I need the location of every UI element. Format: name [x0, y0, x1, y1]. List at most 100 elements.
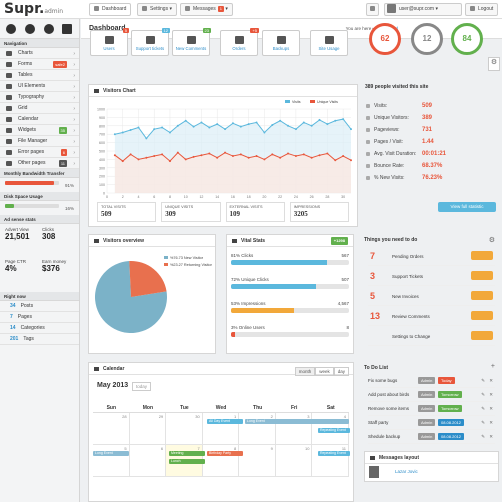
calendar-day-cell[interactable]: 8 — [202, 445, 240, 477]
settings-gear-icon[interactable]: ⚙ — [488, 57, 500, 71]
calendar-day-cell[interactable]: 28 — [93, 413, 130, 445]
data-point — [255, 155, 258, 158]
sidebar-item[interactable]: Error pages 6 › — [0, 147, 79, 158]
edit-icon[interactable]: ✎ — [481, 406, 485, 411]
things-action-button[interactable] — [471, 251, 493, 260]
dashboard-button[interactable]: Dashboard — [89, 3, 132, 16]
right-now-item[interactable]: 201 Tags — [0, 334, 79, 345]
things-row[interactable]: 5 New Invoices — [368, 288, 495, 306]
edit-icon[interactable]: ✎ — [481, 420, 485, 425]
calendar-day-header: Wed — [215, 405, 227, 411]
sidebar-item-badge: safe2 — [53, 61, 67, 68]
todo-row[interactable]: Add post about birds Admin Tomorrow ✎ ✕ — [368, 388, 495, 402]
calendar-day-cell[interactable]: 29 — [129, 413, 167, 445]
sidebar-item[interactable]: UI Elements › — [0, 81, 79, 92]
pencil-icon[interactable] — [62, 24, 72, 34]
message-author[interactable]: Lazar Jovic — [395, 469, 418, 474]
vital-stats-title: Vital Stats +1298 — [227, 235, 353, 247]
edit-icon[interactable]: ✎ — [481, 434, 485, 439]
adsense-stats: Advert View 21,501 Clicks 308 Page CTR 4% E… — [0, 224, 79, 292]
delete-icon[interactable]: ✕ — [489, 434, 493, 439]
calendar-event[interactable]: Meeting — [169, 451, 205, 456]
calendar-day-cell[interactable]: 11 — [312, 445, 349, 477]
edit-icon[interactable]: ✎ — [481, 378, 485, 383]
calendar-event[interactable]: Repeating Event — [318, 451, 350, 456]
add-todo-icon[interactable]: + — [490, 363, 495, 370]
settings-button[interactable]: Settings ▾ — [137, 3, 177, 16]
sidebar-item[interactable]: Typography › — [0, 92, 79, 103]
edit-icon[interactable]: ✎ — [481, 392, 485, 397]
things-count: 3 — [370, 271, 376, 281]
today-button[interactable]: today — [132, 382, 152, 391]
todo-due-tag: 08.08.2012 — [438, 419, 465, 426]
calendar-day-cell[interactable]: 1 — [202, 413, 240, 445]
right-now-item[interactable]: 34 Posts — [0, 301, 79, 312]
sidebar-item[interactable]: Other pages 11 › — [0, 158, 79, 169]
sidebar-item[interactable]: Widgets 35 › — [0, 125, 79, 136]
calendar-event[interactable]: Repeating Event — [318, 428, 350, 433]
calendar-day-cell[interactable]: 10 — [275, 445, 313, 477]
right-now-item[interactable]: 14 Categories — [0, 323, 79, 334]
quick-button[interactable]: Site Usage — [310, 30, 348, 56]
calendar-day-cell[interactable]: 2 — [239, 413, 276, 445]
globe-icon[interactable] — [6, 24, 16, 34]
view-month[interactable]: month — [294, 367, 316, 376]
things-row[interactable]: Settings to Change — [368, 328, 495, 346]
things-gear-icon[interactable]: ⚙ — [488, 237, 495, 244]
logout-button[interactable]: Logout — [465, 3, 499, 16]
todo-row[interactable]: Shedule backup Admin 08.08.2012 ✎ ✕ — [368, 430, 495, 444]
sidebar-item[interactable]: Forms safe2 › — [0, 59, 79, 70]
calendar-day-cell[interactable]: 5 — [93, 445, 130, 477]
user-menu[interactable]: user@supr.com ▾ — [384, 3, 462, 16]
delete-icon[interactable]: ✕ — [489, 392, 493, 397]
sidebar-item[interactable]: Charts › — [0, 48, 79, 59]
sidebar-item[interactable]: Calendar › — [0, 114, 79, 125]
calendar-event[interactable]: All Day Event — [207, 419, 243, 424]
todo-row[interactable]: Fix some bugs Admin Today ✎ ✕ — [368, 374, 495, 388]
delete-icon[interactable]: ✕ — [489, 378, 493, 383]
things-action-button[interactable] — [471, 311, 493, 320]
things-action-button[interactable] — [471, 291, 493, 300]
sidebar-item[interactable]: File Manager › — [0, 136, 79, 147]
calendar-event[interactable]: Birthday Party — [207, 451, 243, 456]
calendar-day-cell[interactable]: 3 — [275, 413, 313, 445]
quick-button[interactable]: Users 5 — [90, 28, 129, 56]
logo[interactable]: Supr.admin — [4, 1, 64, 17]
right-now-item[interactable]: 7 Pages — [0, 312, 79, 323]
sidebar-item[interactable]: Tables › — [0, 70, 79, 81]
quick-button[interactable]: Support tickets 12 — [131, 28, 170, 56]
things-action-button[interactable] — [471, 331, 493, 340]
notification-button[interactable] — [366, 3, 379, 16]
quick-button[interactable]: Orders +5 — [220, 28, 259, 56]
sidebar-item[interactable]: Grid › — [0, 103, 79, 114]
delete-icon[interactable]: ✕ — [489, 406, 493, 411]
things-row[interactable]: 13 Review Comments — [368, 308, 495, 326]
quick-button[interactable]: New Comments 23 — [172, 28, 211, 56]
sidebar-item-badge: 35 — [58, 127, 67, 134]
calendar-event[interactable]: Long Event — [93, 451, 129, 456]
database-icon[interactable] — [25, 24, 35, 34]
brush-icon[interactable] — [44, 24, 54, 34]
total-visits: TOTAL VISITS 509 — [97, 202, 157, 222]
delete-icon[interactable]: ✕ — [489, 420, 493, 425]
calendar-day-cell[interactable]: 9 — [239, 445, 276, 477]
view-week[interactable]: week — [315, 367, 334, 376]
calendar-event[interactable]: Long Event — [245, 419, 349, 424]
ad-clicks: Clicks 308 — [42, 227, 56, 241]
calendar-event[interactable]: Lunch — [169, 459, 205, 464]
things-action-button[interactable] — [471, 271, 493, 280]
data-point — [161, 153, 164, 156]
view-full-statistic-button[interactable]: View full statistic — [438, 202, 496, 212]
quick-button-icon — [276, 36, 286, 44]
calendar-day-cell[interactable]: 30 — [166, 413, 203, 445]
view-day[interactable]: day — [333, 367, 349, 376]
calendar-day-cell[interactable]: 6 — [129, 445, 167, 477]
messages-button[interactable]: Messages 1 ▾ — [180, 3, 233, 16]
todo-row[interactable]: Remove some items Admin Tomorrow ✎ ✕ — [368, 402, 495, 416]
quick-button[interactable]: Backups — [262, 30, 300, 56]
things-row[interactable]: 3 Support Tickets — [368, 268, 495, 286]
todo-row[interactable]: Staff party Admin 08.08.2012 ✎ ✕ — [368, 416, 495, 430]
visitors-chart-title: Visitors Chart — [89, 85, 357, 97]
things-row[interactable]: 7 Pending Orders — [368, 248, 495, 266]
data-point — [255, 121, 258, 124]
